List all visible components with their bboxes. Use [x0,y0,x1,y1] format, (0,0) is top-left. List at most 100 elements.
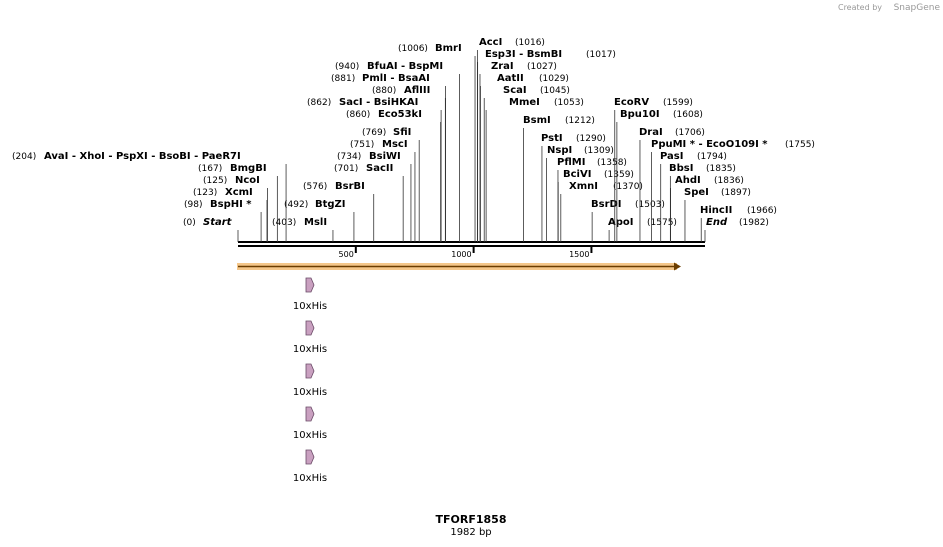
site-name: NcoI [235,175,260,186]
site-name: SacII [366,163,393,174]
site-name: SfiI [393,127,411,138]
feature-label: 10xHis [293,387,327,398]
site-position: (862) [307,98,331,108]
site-name: AflIII [404,85,430,96]
site-name: BmgBI [230,163,267,174]
site-position: (125) [203,176,227,186]
site-name: BsrBI [335,181,365,192]
branding-prefix: Created by [838,3,882,12]
site-position: (403) [272,218,296,228]
site-position: (1358) [597,158,627,168]
site-position: (1212) [565,116,595,126]
title: TFORF1858 [436,513,507,526]
site-name: NspI [547,145,572,156]
site-name: Bpu10I [620,109,660,120]
site-position: (1045) [540,86,570,96]
site-name: PstI [541,133,563,144]
ruler-tick-label: 500 [339,250,354,259]
site-position: (1608) [673,110,703,120]
site-position: (751) [350,140,374,150]
site-position: (1835) [706,164,736,174]
site-name: BfuAI - BspMI [367,61,443,72]
site-name: PasI [660,151,683,162]
site-name: SacI - BsiHKAI [339,97,418,108]
site-name: BciVI [563,169,591,180]
site-name: BbsI [669,163,693,174]
feature-label: 10xHis [293,430,327,441]
site-name: MmeI [509,97,540,108]
branding-name: SnapGene [894,3,941,13]
site-position: (1027) [527,62,557,72]
site-position: (0) [183,218,196,228]
site-position: (1982) [739,218,769,228]
site-position: (1029) [539,74,569,84]
site-name: BmrI [435,43,462,54]
feature-label: 10xHis [293,301,327,312]
feature-arrow [305,449,315,465]
site-name: AhdI [675,175,701,186]
site-name: PpuMI * - EcoO109I * [651,139,768,150]
ruler-tick-label: 1500 [569,250,589,259]
feature-label: 10xHis [293,344,327,355]
site-name: Eco53kI [378,109,422,120]
site-position: (1966) [747,206,777,216]
site-position: (1599) [663,98,693,108]
feature-arrow [305,406,315,422]
site-name: Esp3I - BsmBI [485,49,562,60]
site-position: (1006) [398,44,428,54]
site-name: Start [203,217,233,228]
site-position: (492) [284,200,308,210]
site-name: EcoRV [614,97,649,108]
site-position: (98) [184,200,202,210]
site-name: SpeI [684,187,709,198]
site-name: DraI [639,127,663,138]
site-name: XcmI [225,187,253,198]
site-name: ScaI [503,85,527,96]
site-position: (123) [193,188,217,198]
site-position: (1755) [785,140,815,150]
feature-arrow [305,277,315,293]
site-name: ApoI [608,217,634,228]
site-position: (1706) [675,128,705,138]
site-name: AccI [479,37,502,48]
site-position: (1359) [604,170,634,180]
site-position: (1290) [576,134,606,144]
feature-arrow [305,363,315,379]
site-name: End [706,217,728,228]
site-name: AvaI - XhoI - PspXI - BsoBI - PaeR7I [44,151,241,162]
feature-label: 10xHis [293,473,327,484]
site-name: BspHI * [210,199,252,210]
site-name: PflMI [557,157,585,168]
site-name: BsrDI [591,199,622,210]
site-position: (167) [198,164,222,174]
site-name: MscI [382,139,408,150]
site-position: (1309) [584,146,614,156]
site-position: (701) [334,164,358,174]
site-position: (1053) [554,98,584,108]
site-position: (1794) [697,152,727,162]
site-position: (769) [362,128,386,138]
site-position: (940) [335,62,359,72]
feature-arrow [305,320,315,336]
ruler-tick-label: 1000 [451,250,471,259]
site-position: (1370) [613,182,643,192]
length: 1982 bp [450,527,491,538]
site-name: BtgZI [315,199,346,210]
site-position: (1503) [635,200,665,210]
site-position: (881) [331,74,355,84]
site-position: (576) [303,182,327,192]
site-position: (1016) [515,38,545,48]
site-position: (1836) [714,176,744,186]
site-position: (880) [372,86,396,96]
site-name: PmlI - BsaAI [362,73,430,84]
site-position: (734) [337,152,361,162]
site-position: (1897) [721,188,751,198]
site-name: AatII [497,73,524,84]
site-name: BsmI [523,115,551,126]
site-name: MslI [304,217,327,228]
site-position: (1017) [586,50,616,60]
site-position: (204) [12,152,36,162]
site-position: (860) [346,110,370,120]
